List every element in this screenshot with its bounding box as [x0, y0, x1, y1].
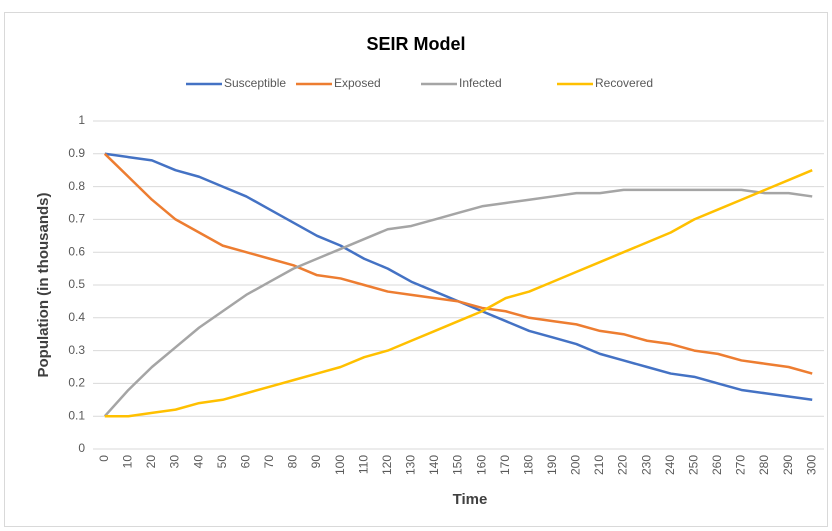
- y-tick-label: 0.3: [68, 343, 85, 357]
- series-line: [104, 169, 813, 418]
- x-tick-label: 130: [404, 455, 418, 475]
- y-tick-label: 0.8: [68, 179, 85, 193]
- x-tick-label: 180: [521, 455, 535, 475]
- x-tick-label: 100: [333, 455, 347, 475]
- legend-label: Exposed: [334, 76, 381, 90]
- x-tick-label: 10: [121, 455, 135, 469]
- x-tick-label: 20: [144, 455, 158, 469]
- chart-title: SEIR Model: [366, 34, 465, 54]
- x-tick-label: 80: [286, 455, 300, 469]
- y-tick-label: 1: [78, 113, 85, 127]
- x-tick-label: 260: [710, 455, 724, 475]
- legend-label: Infected: [459, 76, 502, 90]
- x-tick-label: 70: [262, 455, 276, 469]
- x-tick-label: 190: [545, 455, 559, 475]
- x-tick-label: 220: [616, 455, 630, 475]
- x-tick-label: 290: [781, 455, 795, 475]
- x-axis-title: Time: [453, 491, 488, 508]
- y-tick-label: 0.2: [68, 376, 85, 390]
- x-tick-label: 150: [451, 455, 465, 475]
- x-tick-label: 300: [804, 455, 818, 475]
- x-tick-label: 90: [309, 455, 323, 469]
- x-tick-label: 280: [757, 455, 771, 475]
- y-axis-title: Population (in thousands): [35, 193, 52, 378]
- series-line: [103, 152, 813, 375]
- y-tick-label: 0.5: [68, 277, 85, 291]
- y-tick-label: 0.4: [68, 310, 85, 324]
- x-tick-label: 170: [498, 455, 512, 475]
- y-tick-label: 0.9: [68, 146, 85, 160]
- x-tick-label: 30: [168, 455, 182, 469]
- x-tick-label: 120: [380, 455, 394, 475]
- x-tick-label: 270: [734, 455, 748, 475]
- x-tick-label: 240: [663, 455, 677, 475]
- legend-label: Susceptible: [224, 76, 286, 90]
- x-tick-label: 60: [238, 455, 252, 469]
- chart-border: [4, 12, 828, 527]
- legend-label: Recovered: [595, 76, 653, 90]
- y-tick-label: 0.1: [68, 408, 85, 422]
- x-tick-label: 110: [356, 455, 370, 474]
- x-tick-label: 50: [215, 455, 229, 469]
- y-tick-label: 0: [78, 441, 85, 455]
- y-tick-label: 0.6: [68, 244, 85, 258]
- x-tick-label: 250: [686, 455, 700, 475]
- x-tick-label: 230: [639, 455, 653, 475]
- series-line: [103, 188, 813, 418]
- x-tick-label: 0: [97, 455, 111, 462]
- x-tick-label: 200: [569, 455, 583, 475]
- x-tick-label: 210: [592, 455, 606, 475]
- x-tick-label: 160: [474, 455, 488, 475]
- x-tick-label: 40: [191, 455, 205, 469]
- x-tick-label: 140: [427, 455, 441, 475]
- y-tick-label: 0.7: [68, 212, 85, 226]
